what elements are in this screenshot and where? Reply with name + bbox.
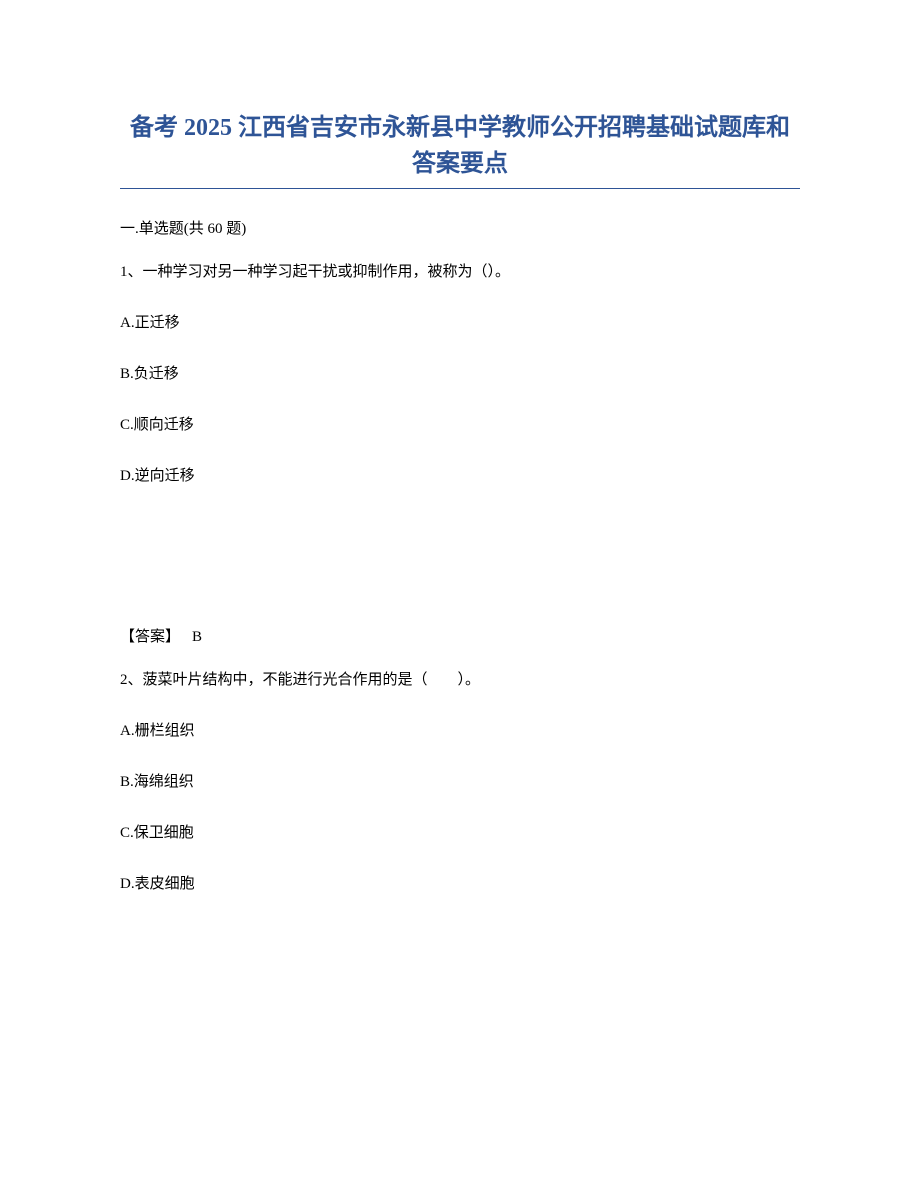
question-2-text: 2、菠菜叶片结构中，不能进行光合作用的是（ ）。 (120, 670, 800, 691)
question-1-option-c: C.顺向迁移 (120, 413, 800, 434)
document-title: 备考 2025 江西省吉安市永新县中学教师公开招聘基础试题库和答案要点 (120, 110, 800, 182)
answer-label: 【答案】 (120, 629, 180, 645)
question-2-option-c: C.保卫细胞 (120, 821, 800, 842)
question-2-option-a: A.栅栏组织 (120, 719, 800, 740)
question-1-answer: 【答案】 B (120, 625, 800, 646)
title-underline (120, 188, 800, 189)
question-1-option-a: A.正迁移 (120, 311, 800, 332)
section-header: 一.单选题(共 60 题) (120, 217, 800, 238)
question-1-text: 1、一种学习对另一种学习起干扰或抑制作用，被称为（）。 (120, 262, 800, 283)
question-2-option-b: B.海绵组织 (120, 770, 800, 791)
question-1-option-b: B.负迁移 (120, 362, 800, 383)
question-1-option-d: D.逆向迁移 (120, 464, 800, 485)
answer-value: B (192, 629, 202, 645)
question-2-option-d: D.表皮细胞 (120, 872, 800, 893)
